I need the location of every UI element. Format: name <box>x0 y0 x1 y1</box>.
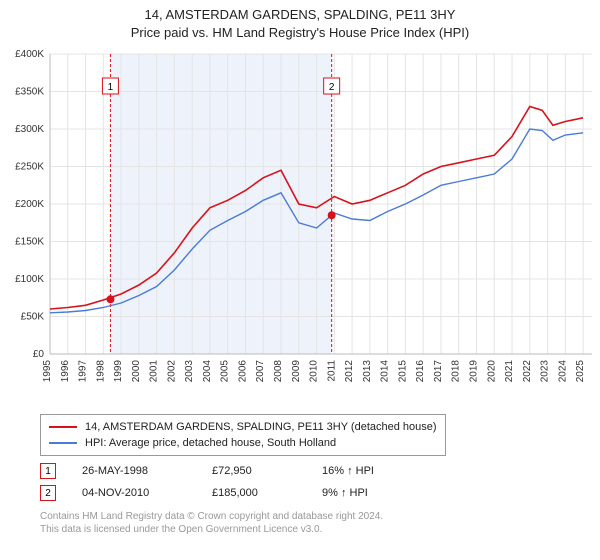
legend-row-hpi: HPI: Average price, detached house, Sout… <box>49 435 437 451</box>
svg-text:2025: 2025 <box>575 360 586 383</box>
sale-row-2: 2 04-NOV-2010 £185,000 9% ↑ HPI <box>40 482 412 504</box>
footer-line-1: Contains HM Land Registry data © Crown c… <box>40 510 383 523</box>
svg-text:£300K: £300K <box>15 124 44 135</box>
svg-text:2000: 2000 <box>131 360 142 383</box>
svg-text:2001: 2001 <box>149 360 160 383</box>
sale-price-1: £72,950 <box>212 465 322 477</box>
svg-text:£0: £0 <box>33 349 45 360</box>
line-chart: £0 £50K £100K £150K £200K £250K £300K £350K £400… <box>0 44 600 404</box>
svg-text:£100K: £100K <box>15 274 44 285</box>
chart-title-address: 14, AMSTERDAM GARDENS, SPALDING, PE11 3H… <box>0 6 600 24</box>
svg-text:2005: 2005 <box>220 360 231 383</box>
sale-date-2: 04-NOV-2010 <box>82 487 212 499</box>
svg-text:2013: 2013 <box>362 360 373 383</box>
sale-marker-badge-1: 1 <box>40 463 56 479</box>
svg-text:2020: 2020 <box>486 360 497 383</box>
svg-text:2012: 2012 <box>344 360 355 383</box>
sale-hpi-delta-2: 9% ↑ HPI <box>322 487 412 499</box>
svg-text:2004: 2004 <box>202 360 213 383</box>
svg-text:£250K: £250K <box>15 162 44 173</box>
svg-text:2008: 2008 <box>273 360 284 383</box>
sale-price-2: £185,000 <box>212 487 322 499</box>
svg-text:2011: 2011 <box>326 360 337 382</box>
chart-subtitle: Price paid vs. HM Land Registry's House … <box>0 24 600 42</box>
svg-text:2003: 2003 <box>184 360 195 383</box>
svg-text:2006: 2006 <box>237 360 248 383</box>
svg-text:2016: 2016 <box>415 360 426 383</box>
sale-marker-table: 1 26-MAY-1998 £72,950 16% ↑ HPI 2 04-NOV… <box>40 460 412 504</box>
svg-text:£400K: £400K <box>15 49 44 60</box>
sale-date-1: 26-MAY-1998 <box>82 465 212 477</box>
legend: 14, AMSTERDAM GARDENS, SPALDING, PE11 3H… <box>40 414 446 456</box>
svg-text:2023: 2023 <box>540 360 551 383</box>
svg-text:2009: 2009 <box>291 360 302 383</box>
legend-label-subject: 14, AMSTERDAM GARDENS, SPALDING, PE11 3H… <box>85 421 437 433</box>
svg-text:2015: 2015 <box>397 360 408 383</box>
svg-text:2019: 2019 <box>468 360 479 383</box>
svg-text:2017: 2017 <box>433 360 444 383</box>
svg-text:2: 2 <box>329 82 335 93</box>
svg-text:2022: 2022 <box>522 360 533 383</box>
attribution-footer: Contains HM Land Registry data © Crown c… <box>40 510 383 536</box>
svg-text:£150K: £150K <box>15 237 44 248</box>
legend-label-hpi: HPI: Average price, detached house, Sout… <box>85 437 336 449</box>
svg-text:1995: 1995 <box>42 360 53 383</box>
svg-text:2010: 2010 <box>309 360 320 383</box>
sale-hpi-delta-1: 16% ↑ HPI <box>322 465 412 477</box>
svg-text:2024: 2024 <box>557 360 568 383</box>
chart-title-block: 14, AMSTERDAM GARDENS, SPALDING, PE11 3H… <box>0 0 600 41</box>
svg-text:£200K: £200K <box>15 199 44 210</box>
svg-text:2018: 2018 <box>451 360 462 383</box>
svg-text:2021: 2021 <box>504 360 515 383</box>
svg-text:1997: 1997 <box>78 360 89 383</box>
svg-text:2002: 2002 <box>166 360 177 383</box>
legend-row-subject: 14, AMSTERDAM GARDENS, SPALDING, PE11 3H… <box>49 419 437 435</box>
svg-text:1998: 1998 <box>95 360 106 383</box>
footer-line-2: This data is licensed under the Open Gov… <box>40 523 383 536</box>
sale-marker-badge-2: 2 <box>40 485 56 501</box>
legend-swatch-hpi <box>49 442 77 444</box>
sale-row-1: 1 26-MAY-1998 £72,950 16% ↑ HPI <box>40 460 412 482</box>
svg-text:£350K: £350K <box>15 87 44 98</box>
svg-text:1: 1 <box>108 82 114 93</box>
svg-text:1996: 1996 <box>60 360 71 383</box>
svg-text:2007: 2007 <box>255 360 266 383</box>
svg-text:1999: 1999 <box>113 360 124 383</box>
legend-swatch-subject <box>49 426 77 428</box>
svg-text:£50K: £50K <box>21 312 45 323</box>
svg-text:2014: 2014 <box>380 360 391 383</box>
